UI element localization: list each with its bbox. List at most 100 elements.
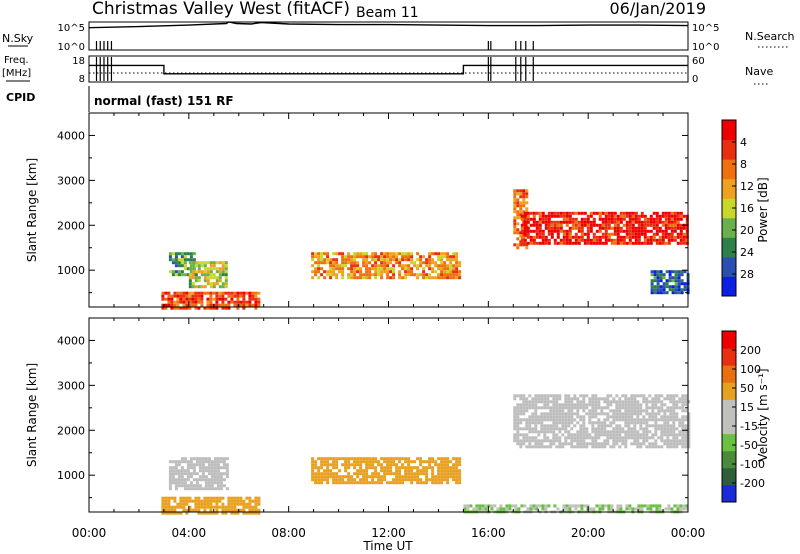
heatmap-cell — [589, 507, 593, 511]
heatmap-cell — [505, 507, 509, 511]
heatmap-cell — [455, 472, 459, 476]
heatmap-cell — [347, 478, 351, 482]
heatmap-cell — [667, 223, 671, 227]
heatmap-cell — [618, 406, 622, 410]
heatmap-cell — [326, 252, 330, 256]
heatmap-cell — [207, 472, 211, 476]
heatmap-cell — [652, 235, 656, 239]
heatmap-cell — [535, 226, 539, 230]
heatmap-cell — [365, 276, 369, 280]
heatmap-cell — [168, 475, 172, 479]
heatmap-cell — [664, 232, 668, 236]
heatmap-cell — [670, 211, 674, 215]
heatmap-cell — [215, 502, 219, 506]
heatmap-cell — [179, 297, 183, 301]
heatmap-cell — [579, 430, 583, 434]
heatmap-cell — [356, 270, 360, 274]
heatmap-cell — [585, 427, 589, 431]
heatmap-cell — [621, 394, 625, 398]
heatmap-cell — [612, 433, 616, 437]
colorbar-swatch — [722, 416, 736, 435]
heatmap-cell — [440, 273, 444, 277]
heatmap-cell — [628, 232, 632, 236]
heatmap-cell — [194, 303, 198, 307]
heatmap-cell — [377, 478, 381, 482]
colorbar-swatch — [722, 399, 736, 417]
heatmap-cell — [531, 430, 535, 434]
heatmap-cell — [633, 421, 637, 425]
heatmap-cell — [535, 229, 539, 233]
heatmap-cell — [555, 400, 559, 404]
heatmap-cell — [374, 264, 378, 268]
heatmap-cell — [440, 463, 444, 467]
heatmap-cell — [311, 466, 315, 470]
heatmap-cell — [458, 457, 462, 461]
heatmap-cell — [171, 273, 175, 277]
heatmap-cell — [681, 418, 685, 422]
heatmap-cell — [242, 508, 246, 512]
heatmap-cell — [687, 436, 691, 440]
heatmap-cell — [171, 469, 175, 473]
heatmap-cell — [191, 273, 195, 277]
heatmap-cell — [210, 478, 214, 482]
heatmap-cell — [419, 478, 423, 482]
heatmap-cell — [677, 285, 681, 289]
heatmap-cell — [570, 418, 574, 422]
heatmap-cell — [537, 406, 541, 410]
heatmap-cell — [679, 507, 683, 511]
heatmap-cell — [529, 223, 533, 227]
heatmap-cell — [571, 235, 575, 239]
heatmap-cell — [663, 442, 667, 446]
heatmap-cell — [642, 418, 646, 422]
heatmap-cell — [658, 226, 662, 230]
heatmap-cell — [612, 400, 616, 404]
heatmap-cell — [674, 276, 678, 280]
heatmap-cell — [640, 211, 644, 215]
heatmap-cell — [675, 436, 679, 440]
heatmap-cell — [683, 288, 687, 292]
heatmap-cell — [519, 195, 523, 199]
heatmap-cell — [669, 430, 673, 434]
heatmap-cell — [636, 430, 640, 434]
heatmap-cell — [613, 217, 617, 221]
heatmap-cell — [173, 505, 177, 509]
heatmap-cell — [332, 258, 336, 262]
heatmap-cell — [589, 241, 593, 245]
heatmap-cell — [549, 430, 553, 434]
heatmap-cell — [597, 424, 601, 428]
heatmap-cell — [555, 439, 559, 443]
heatmap-cell — [374, 255, 378, 259]
heatmap-cell — [446, 472, 450, 476]
heatmap-cell — [192, 469, 196, 473]
heatmap-cell — [567, 400, 571, 404]
colorbar-tick-label: 15 — [740, 401, 754, 414]
heatmap-cell — [681, 436, 685, 440]
heatmap-cell — [665, 291, 669, 295]
heatmap-cell — [186, 463, 190, 467]
heatmap-cell — [164, 511, 168, 515]
heatmap-cell — [603, 421, 607, 425]
heatmap-cell — [531, 400, 535, 404]
heatmap-cell — [591, 412, 595, 416]
heatmap-cell — [410, 270, 414, 274]
heatmap-cell — [558, 394, 562, 398]
heatmap-cell — [365, 475, 369, 479]
heatmap-cell — [579, 406, 583, 410]
heatmap-cell — [568, 238, 572, 242]
heatmap-cell — [170, 505, 174, 509]
heatmap-cell — [655, 504, 659, 508]
colorbar-tick-label: 200 — [740, 344, 761, 357]
heatmap-cell — [188, 505, 192, 509]
heatmap-cell — [556, 214, 560, 218]
heatmap-cell — [183, 478, 187, 482]
heatmap-cell — [680, 282, 684, 286]
heatmap-cell — [341, 270, 345, 274]
heatmap-cell — [597, 445, 601, 449]
heatmap-cell — [628, 504, 632, 508]
heatmap-cell — [204, 481, 208, 485]
heatmap-cell — [619, 235, 623, 239]
heatmap-cell — [194, 270, 198, 274]
heatmap-cell — [329, 264, 333, 268]
heatmap-cell — [200, 291, 204, 295]
heatmap-cell — [516, 192, 520, 196]
